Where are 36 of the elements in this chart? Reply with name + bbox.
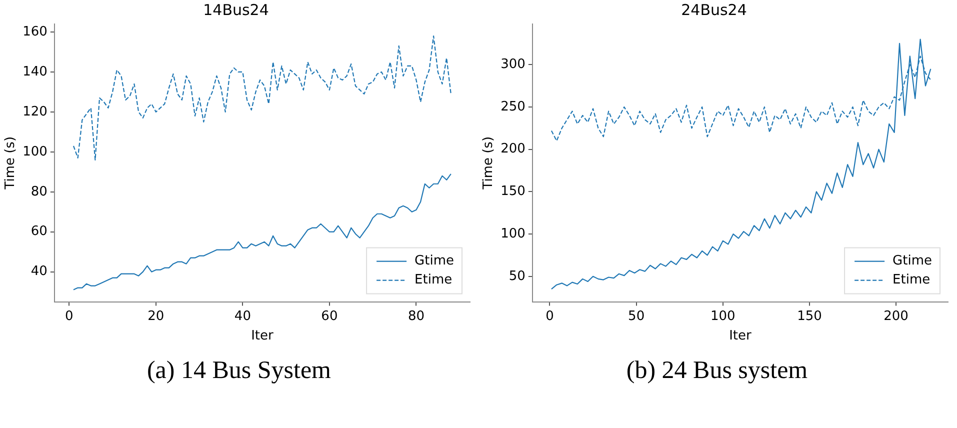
y-tick-label: 150 [500,184,526,200]
x-tick-label: 60 [321,308,338,324]
text: (a) 14 Bus System [146,357,332,385]
x-tick-label: 100 [710,308,736,324]
chart-title: 24Bus24 [681,0,747,19]
y-tick-label: 100 [22,144,48,160]
y-tick-label: 300 [500,57,526,72]
y-tick-label: 40 [30,264,48,280]
y-axis-title: Time (s) [481,136,496,190]
x-tick-label: 20 [148,308,164,324]
x-tick-label: 0 [546,308,554,324]
legend-label: Gtime [892,254,932,269]
x-tick-label: 40 [234,308,251,324]
y-tick-label: 160 [22,24,48,40]
x-tick-label: 80 [408,308,424,324]
legend-label: Gtime [414,254,454,269]
x-tick-label: 0 [65,308,74,324]
y-tick-label: 200 [500,142,526,157]
x-axis-title: Iter [251,328,274,344]
chart-title: 14Bus24 [203,0,269,19]
y-tick-label: 100 [500,226,526,242]
legend-label: Etime [892,272,930,288]
y-tick-label: 60 [30,224,48,240]
x-tick-label: 200 [884,308,908,324]
x-axis-title: Iter [729,328,752,344]
y-tick-label: 80 [30,184,48,200]
legend-label: Etime [414,272,452,288]
x-tick-label: 50 [628,308,645,324]
y-axis-title: Time (s) [3,136,18,190]
y-tick-label: 140 [22,64,48,80]
y-tick-label: 50 [508,268,526,284]
x-tick-label: 150 [797,308,822,324]
line-series [72,35,452,160]
text: (b) 24 Bus system [625,357,809,385]
y-tick-label: 120 [22,104,48,120]
y-tick-label: 250 [500,99,526,114]
